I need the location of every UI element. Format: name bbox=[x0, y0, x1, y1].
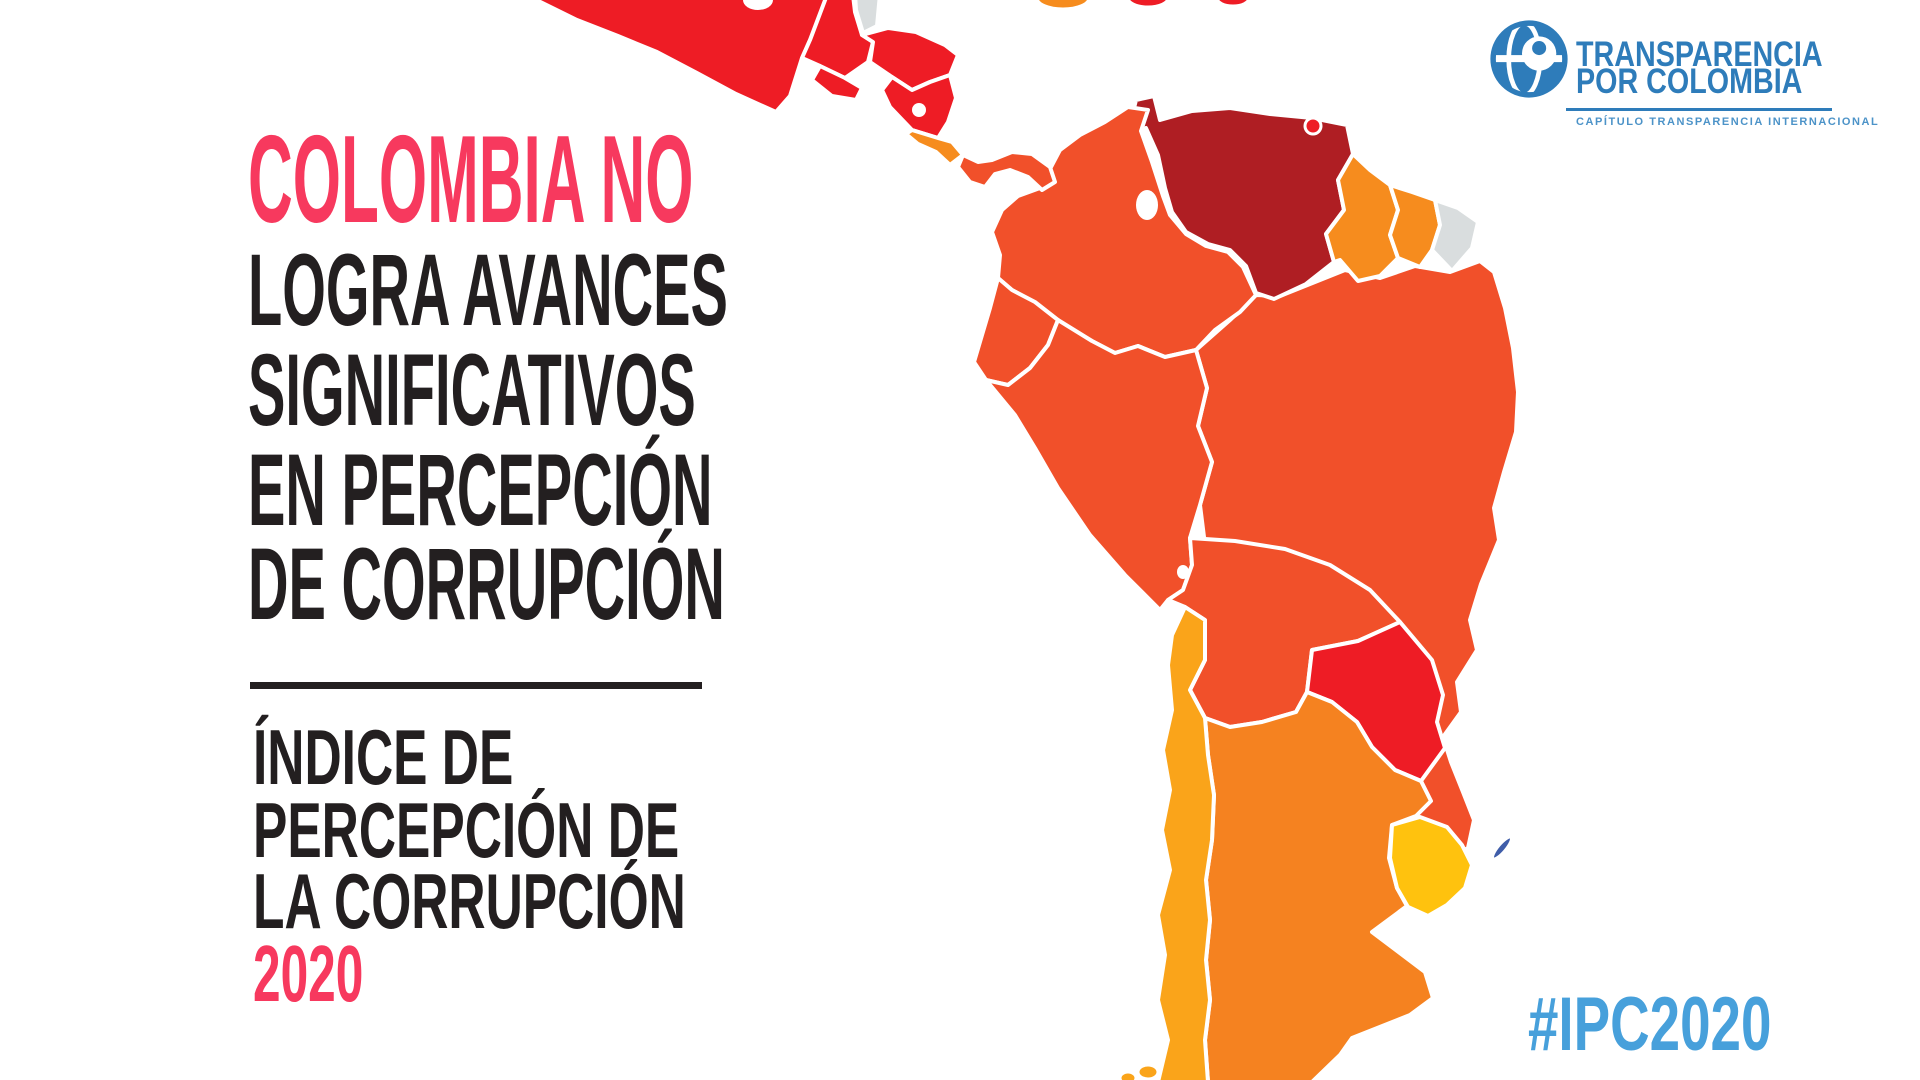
country-costa-rica bbox=[904, 128, 965, 167]
headline-line-en-percepcion: EN PERCEPCIÓN bbox=[248, 433, 713, 547]
transparencia-globe-icon bbox=[1490, 20, 1568, 98]
country-french-guiana bbox=[1430, 198, 1480, 273]
chile-island-2 bbox=[1118, 1070, 1138, 1080]
headline-colombia-no: COLOMBIA NO bbox=[248, 111, 694, 249]
country-peru bbox=[984, 318, 1214, 612]
country-suriname bbox=[1388, 183, 1442, 269]
headline-line-logra-avances: LOGRA AVANCES bbox=[248, 233, 728, 347]
subtitle-line-la-corrupcion: LA CORRUPCIÓN bbox=[253, 857, 686, 945]
lake-maracaibo bbox=[1136, 190, 1158, 220]
campeche-notch bbox=[743, 0, 773, 10]
logo-name-line1: TRANSPARENCIA bbox=[1576, 35, 1823, 74]
country-uruguay bbox=[1388, 815, 1474, 918]
island-puerto-rico bbox=[1215, 0, 1251, 8]
hashtag-ipc2020: #IPC2020 bbox=[1528, 982, 1772, 1067]
coastal-lagoon bbox=[1490, 835, 1514, 861]
country-chile bbox=[1156, 605, 1216, 1080]
logo-name-line2: POR COLOMBIA bbox=[1576, 62, 1803, 101]
logo-underline-rule bbox=[1566, 108, 1832, 111]
island-trinidad bbox=[1303, 116, 1323, 136]
headline-line-significativos: SIGNIFICATIVOS bbox=[248, 333, 696, 447]
lake-nicaragua bbox=[912, 103, 926, 117]
island-cuba bbox=[1035, 0, 1091, 11]
subtitle-line-percepcion-de: PERCEPCIÓN DE bbox=[253, 786, 680, 874]
headline-divider-rule bbox=[250, 682, 702, 689]
country-panama bbox=[956, 150, 1057, 192]
chile-island-1 bbox=[1136, 1063, 1160, 1080]
island-hispaniola bbox=[1126, 0, 1170, 9]
logo-tagline: CAPÍTULO TRANSPARENCIA INTERNACIONAL bbox=[1576, 116, 1880, 128]
headline-line-de-corrupcion: DE CORRUPCIÓN bbox=[248, 527, 725, 641]
lake-titicaca bbox=[1177, 565, 1189, 579]
subtitle-line-indice-de: ÍNDICE DE bbox=[253, 713, 514, 801]
subtitle-year: 2020 bbox=[253, 929, 364, 1018]
country-el-salvador bbox=[810, 64, 864, 102]
